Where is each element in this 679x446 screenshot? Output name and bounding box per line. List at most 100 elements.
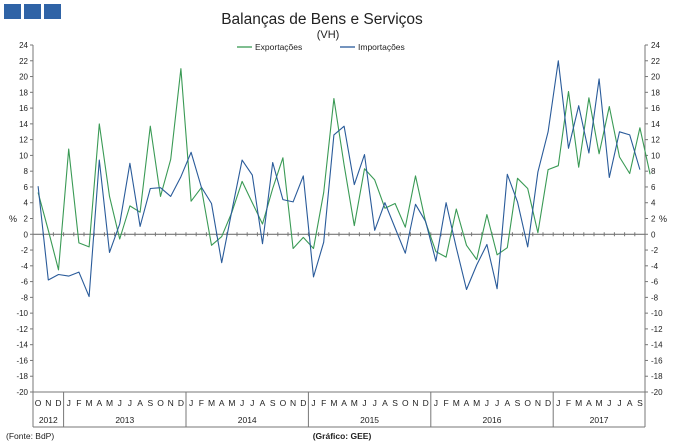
legend-label: Exportações (255, 42, 302, 52)
month-label: F (76, 398, 81, 408)
year-label: 2015 (360, 415, 379, 425)
y-tick-label-left: -4 (21, 262, 29, 271)
year-label: 2012 (39, 415, 58, 425)
y-tick-label-right: -16 (651, 356, 663, 365)
month-label: N (45, 398, 51, 408)
month-label: A (504, 398, 510, 408)
month-label: J (607, 398, 611, 408)
month-label: J (617, 398, 621, 408)
y-tick-label-right: 10 (651, 151, 660, 160)
month-label: J (250, 398, 254, 408)
y-tick-label-left: -10 (16, 309, 28, 318)
series-line-exportacoes (37, 68, 651, 271)
month-label: O (524, 398, 531, 408)
month-label: M (473, 398, 480, 408)
y-tick-label-left: 0 (24, 230, 29, 239)
y-axis-label-right: % (659, 214, 667, 224)
y-tick-label-right: 12 (651, 136, 660, 145)
y-tick-label-left: 16 (19, 104, 28, 113)
month-label: A (586, 398, 592, 408)
month-label: M (228, 398, 235, 408)
y-tick-label-right: 2 (651, 215, 656, 224)
year-label: 2016 (483, 415, 502, 425)
y-tick-label-right: -12 (651, 325, 663, 334)
legend: Exportações Importações (237, 42, 405, 52)
y-tick-label-right: -6 (651, 278, 659, 287)
y-tick-label-left: 20 (19, 73, 28, 82)
month-label: J (362, 398, 366, 408)
y-tick-label-right: 4 (651, 199, 656, 208)
month-label: J (485, 398, 489, 408)
month-label: S (147, 398, 153, 408)
month-label: J (240, 398, 244, 408)
legend-label: Importações (358, 42, 405, 52)
y-tick-label-right: -20 (651, 388, 663, 397)
month-label: D (545, 398, 551, 408)
month-label: D (178, 398, 184, 408)
logo-square-3 (44, 4, 61, 19)
chart-subtitle: (VH) (317, 29, 340, 41)
year-label: 2013 (115, 415, 134, 425)
y-tick-label-right: 22 (651, 57, 660, 66)
y-tick-label-left: 2 (24, 215, 29, 224)
month-label: M (575, 398, 582, 408)
y-tick-label-left: 12 (19, 136, 28, 145)
month-label: J (556, 398, 560, 408)
month-label: J (128, 398, 132, 408)
y-tick-label-left: 8 (24, 167, 29, 176)
month-label: D (300, 398, 306, 408)
series-layer (37, 60, 651, 298)
month-label: J (373, 398, 377, 408)
month-label: S (515, 398, 521, 408)
y-tick-label-left: -18 (16, 372, 28, 381)
month-label: N (290, 398, 296, 408)
y-tick-label-right: -4 (651, 262, 659, 271)
y-tick-label-left: 10 (19, 151, 28, 160)
y-tick-label-right: -8 (651, 293, 659, 302)
month-label: A (260, 398, 266, 408)
y-tick-label-left: 18 (19, 88, 28, 97)
y-tick-label-left: 6 (24, 183, 29, 192)
month-label: J (67, 398, 71, 408)
month-label: J (189, 398, 193, 408)
y-tick-label-right: 8 (651, 167, 656, 176)
month-label: O (280, 398, 287, 408)
month-label: M (351, 398, 358, 408)
y-tick-label-left: -2 (21, 246, 29, 255)
source-note: (Fonte: BdP) (6, 431, 54, 441)
month-label: A (96, 398, 102, 408)
y-tick-label-right: 20 (651, 73, 660, 82)
logo-square-1 (4, 4, 21, 19)
month-label: M (106, 398, 113, 408)
month-label: J (118, 398, 122, 408)
month-label: N (412, 398, 418, 408)
y-tick-label-right: 14 (651, 120, 660, 129)
month-label: S (392, 398, 398, 408)
month-label: J (495, 398, 499, 408)
y-tick-label-right: -10 (651, 309, 663, 318)
month-label: M (86, 398, 93, 408)
y-tick-label-left: 4 (24, 199, 29, 208)
y-tick-label-right: 6 (651, 183, 656, 192)
y-tick-label-right: 16 (651, 104, 660, 113)
year-label: 2017 (590, 415, 609, 425)
y-tick-label-left: -8 (21, 293, 29, 302)
y-tick-label-right: -2 (651, 246, 659, 255)
month-label: M (208, 398, 215, 408)
y-tick-label-right: 0 (651, 230, 656, 239)
logo-square-2 (24, 4, 41, 19)
month-label: N (168, 398, 174, 408)
month-label: O (35, 398, 42, 408)
month-label: A (464, 398, 470, 408)
month-label: A (382, 398, 388, 408)
month-label: N (535, 398, 541, 408)
month-label: A (137, 398, 143, 408)
y-tick-label-left: -20 (16, 388, 28, 397)
month-label: O (402, 398, 409, 408)
y-tick-label-right: -18 (651, 372, 663, 381)
month-label: M (596, 398, 603, 408)
month-label: M (330, 398, 337, 408)
y-tick-label-right: 18 (651, 88, 660, 97)
